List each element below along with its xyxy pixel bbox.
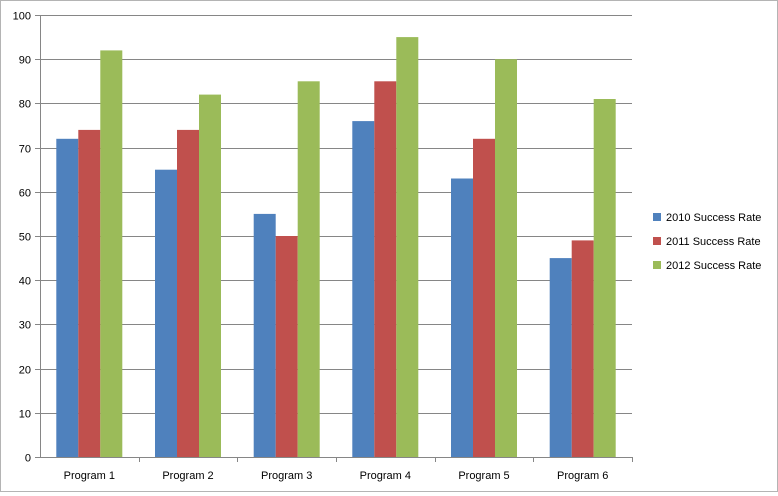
bar-5-series-3 [495,59,517,457]
y-tick-label: 0 [25,453,31,465]
y-tick-label: 10 [19,409,31,421]
y-tick-label: 30 [19,320,31,332]
x-axis-tick-labels: Program 1 Program 2 Program 3 Program 4 Prog… [64,470,609,482]
x-tick-label: Program 1 [64,470,115,482]
legend-swatch [653,237,661,245]
y-tick-label: 40 [19,276,31,288]
bars [56,37,616,458]
legend: 2010 Success Rate 2011 Success Rate 2012 S… [653,212,761,272]
legend-item-1: 2010 Success Rate [653,212,761,224]
x-tick-label: Program 5 [458,470,509,482]
x-tick-label: Program 6 [557,470,608,482]
bar-3-series-1 [253,213,276,457]
bar-6-series-1 [549,258,572,457]
x-tick-label: Program 4 [360,470,411,482]
bar-2-series-2 [177,129,199,457]
legend-swatch [653,213,661,221]
bar-6-series-2 [571,240,594,457]
y-tick-label: 50 [19,232,31,244]
bar-2-series-1 [155,169,177,457]
y-tick-label: 20 [19,365,31,377]
bar-4-series-1 [352,121,375,457]
bar-1-series-1 [56,138,79,458]
axes [35,15,633,462]
bar-3-series-2 [275,236,298,457]
bar-6-series-3 [593,99,616,457]
y-tick-label: 100 [13,11,31,23]
bar-1-series-3 [100,50,123,458]
y-tick-label: 80 [19,99,31,111]
bar-5-series-1 [451,178,473,457]
gridlines [40,15,632,414]
x-tick-label: Program 3 [261,470,312,482]
legend-label: 2012 Success Rate [666,260,761,272]
bar-5-series-2 [473,138,495,458]
legend-label: 2010 Success Rate [666,212,761,224]
bar-3-series-3 [297,81,320,458]
legend-swatch [653,261,661,269]
legend-label: 2011 Success Rate [666,236,761,248]
y-tick-label: 90 [19,55,31,67]
y-tick-label: 60 [19,188,31,200]
x-tick-label: Program 2 [162,470,213,482]
bar-4-series-2 [374,81,397,458]
bar-2-series-3 [199,94,221,457]
bar-4-series-3 [396,37,419,457]
legend-item-2: 2011 Success Rate [653,236,761,248]
bar-1-series-2 [78,129,101,457]
y-axis-tick-labels: 0 10 20 30 40 50 60 70 80 90 100 [13,11,31,465]
legend-item-3: 2012 Success Rate [653,260,761,272]
y-tick-label: 70 [19,144,31,156]
